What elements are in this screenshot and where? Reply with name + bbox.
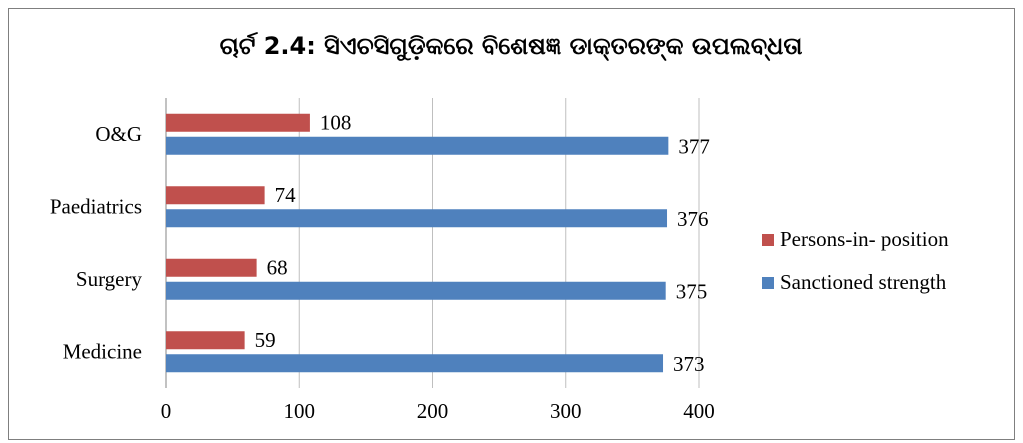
bar — [166, 281, 666, 300]
data-label: 377 — [678, 135, 710, 159]
chart-title: ଚାର୍ଟ 2.4: ସିଏଚସିଗୁଡ଼ିକରେ ବିଶେଷଜ୍ଞ ଡାକ୍ତ… — [220, 31, 803, 62]
x-tick-label: 100 — [284, 399, 316, 423]
y-tick-label: O&G — [95, 122, 142, 146]
data-label: 373 — [673, 352, 705, 376]
bar — [166, 186, 265, 205]
y-tick-label: Surgery — [76, 267, 143, 291]
legend-label: Persons-in- position — [780, 227, 949, 251]
data-label: 59 — [255, 328, 276, 352]
x-tick-label: 300 — [550, 399, 582, 423]
data-label: 376 — [677, 207, 709, 231]
data-label: 375 — [676, 280, 708, 304]
data-label: 68 — [267, 256, 288, 280]
y-tick-label: Medicine — [63, 340, 142, 364]
bar — [166, 354, 664, 373]
bar — [166, 136, 669, 155]
legend-swatch — [762, 277, 774, 289]
bar — [166, 258, 257, 277]
legend-swatch — [762, 234, 774, 246]
data-label: 108 — [320, 111, 352, 135]
x-tick-label: 0 — [161, 399, 172, 423]
y-tick-label: Paediatrics — [50, 195, 142, 219]
x-tick-label: 400 — [683, 399, 715, 423]
x-tick-label: 200 — [417, 399, 449, 423]
data-label: 74 — [275, 183, 297, 207]
bar — [166, 209, 668, 228]
legend-label: Sanctioned strength — [780, 270, 947, 294]
bar — [166, 331, 245, 350]
bar — [166, 113, 310, 132]
